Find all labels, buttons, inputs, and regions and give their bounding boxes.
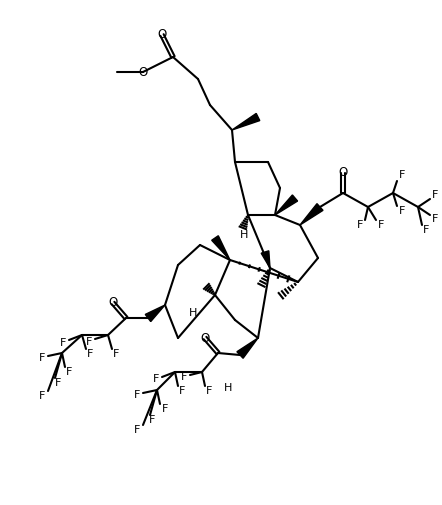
Text: F: F (113, 349, 119, 359)
Polygon shape (212, 236, 230, 260)
Text: F: F (153, 374, 159, 384)
Text: H: H (224, 383, 232, 393)
Polygon shape (232, 114, 260, 130)
Text: F: F (378, 220, 384, 230)
Polygon shape (145, 305, 165, 322)
Text: F: F (134, 390, 140, 400)
Polygon shape (275, 195, 297, 215)
Polygon shape (237, 338, 258, 358)
Text: O: O (108, 296, 118, 310)
Text: F: F (134, 425, 140, 435)
Text: O: O (200, 331, 210, 344)
Text: F: F (181, 372, 187, 382)
Text: F: F (39, 391, 45, 401)
Text: F: F (432, 190, 438, 200)
Text: F: F (399, 170, 405, 180)
Text: F: F (66, 367, 72, 377)
Text: H: H (189, 308, 197, 318)
Text: F: F (87, 349, 93, 359)
Text: F: F (206, 386, 212, 396)
Text: F: F (86, 337, 92, 347)
Text: O: O (157, 28, 167, 41)
Polygon shape (261, 251, 270, 268)
Text: O: O (339, 167, 347, 179)
Polygon shape (300, 204, 323, 225)
Text: F: F (432, 214, 438, 224)
Text: F: F (357, 220, 363, 230)
Text: F: F (60, 338, 66, 348)
Text: F: F (162, 404, 168, 414)
Text: O: O (138, 66, 148, 78)
Text: F: F (39, 353, 45, 363)
Text: F: F (179, 386, 185, 396)
Text: F: F (399, 206, 405, 216)
Text: F: F (149, 415, 155, 425)
Text: F: F (423, 225, 429, 235)
Text: H: H (240, 230, 248, 240)
Text: F: F (55, 378, 61, 388)
